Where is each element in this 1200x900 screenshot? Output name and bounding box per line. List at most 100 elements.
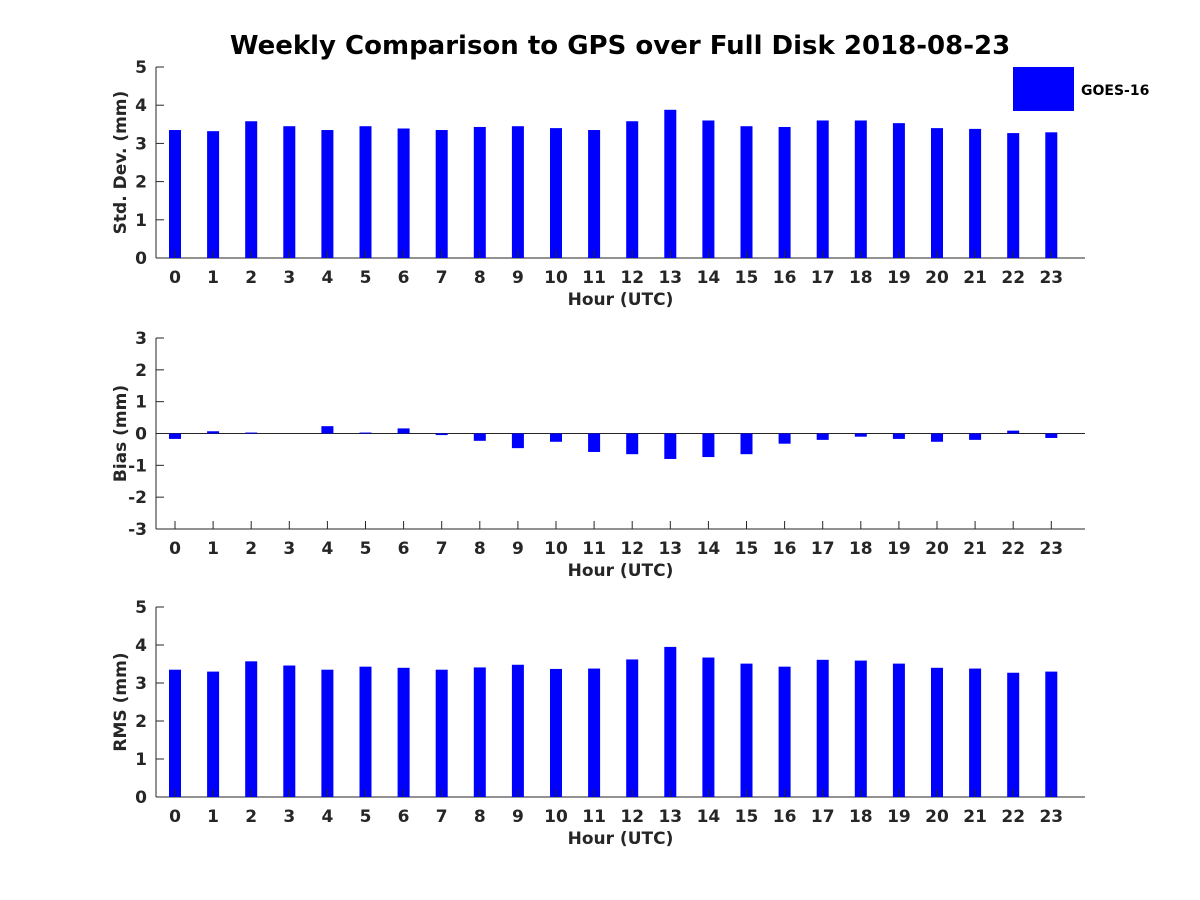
bar-hour-1 [207,671,220,797]
y-axis-label: RMS (mm) [111,652,131,751]
bar-hour-22 [1007,133,1020,258]
bar-hour-1 [207,131,220,258]
x-tick-label: 7 [436,807,448,827]
x-tick-label: 16 [773,539,797,559]
y-tick-label: 0 [135,425,147,445]
bar-hour-5 [359,432,372,434]
x-tick-label: 13 [658,268,682,288]
x-tick-label: 21 [963,807,987,827]
chart-title: Weekly Comparison to GPS over Full Disk … [230,31,1010,61]
bar-hour-23 [1045,132,1058,258]
x-tick-label: 16 [773,807,797,827]
x-tick-label: 12 [620,539,644,559]
bar-hour-3 [283,126,296,259]
x-tick-label: 0 [169,807,181,827]
x-tick-label: 11 [582,807,606,827]
x-axis-label: Hour (UTC) [568,829,674,849]
x-tick-label: 9 [512,539,524,559]
x-tick-label: 18 [849,268,873,288]
x-tick-label: 6 [398,539,410,559]
bar-hour-10 [550,128,562,258]
y-tick-label: 4 [135,636,147,656]
y-tick-label: -2 [128,488,147,508]
x-axis-label: Hour (UTC) [568,561,674,581]
bar-hour-9 [511,126,524,259]
x-tick-label: 5 [360,539,372,559]
y-tick-label: 1 [135,750,147,770]
x-tick-label: 20 [925,539,949,559]
bar-hour-14 [702,433,715,458]
x-tick-label: 14 [697,539,721,559]
x-tick-label: 5 [360,268,372,288]
x-tick-label: 15 [735,268,759,288]
bar-hour-4 [321,130,334,258]
x-tick-label: 4 [321,539,333,559]
bar-hour-6 [397,667,410,797]
bar-hour-9 [511,664,524,797]
bar-hour-2 [245,432,258,434]
bar-hour-11 [588,433,601,452]
bar-hour-0 [169,669,181,797]
x-tick-label: 5 [360,807,372,827]
x-tick-label: 19 [887,268,911,288]
bar-hour-20 [931,128,943,258]
bar-hour-5 [359,126,372,259]
bar-hour-17 [816,433,829,440]
x-tick-label: 22 [1001,268,1025,288]
bar-hour-16 [778,433,791,444]
y-tick-label: 2 [135,173,147,193]
bar-hour-3 [283,665,296,797]
bar-hour-16 [778,666,791,797]
bar-hour-19 [892,433,905,439]
x-tick-label: 23 [1039,807,1063,827]
bar-hour-12 [626,121,639,258]
x-tick-label: 3 [283,807,295,827]
bar-hour-0 [169,130,181,258]
y-axis-label: Bias (mm) [111,385,131,482]
bar-hour-2 [245,121,258,258]
x-tick-label: 2 [245,807,257,827]
bar-hour-13 [664,433,677,459]
x-tick-label: 2 [245,268,257,288]
bar-hour-14 [702,657,715,797]
x-tick-label: 11 [582,268,606,288]
x-tick-label: 22 [1001,539,1025,559]
x-tick-label: 0 [169,539,181,559]
y-axis-label: Std. Dev. (mm) [111,91,131,235]
bar-hour-15 [740,433,753,455]
y-tick-label: 3 [135,674,147,694]
bar-hour-18 [854,120,867,258]
bar-hour-4 [321,669,334,797]
x-tick-label: 8 [474,539,486,559]
x-tick-label: 10 [544,268,568,288]
bar-hour-7 [435,669,448,797]
bar-hour-8 [473,667,486,797]
y-tick-label: 5 [135,598,147,618]
bar-hour-0 [169,433,181,439]
bar-hour-17 [816,120,829,258]
x-tick-label: 15 [735,539,759,559]
bar-hour-21 [969,668,982,797]
bar-hour-8 [473,433,486,441]
bar-hour-20 [931,667,943,797]
x-tick-label: 17 [811,268,835,288]
y-tick-label: -1 [128,456,147,476]
bar-hour-23 [1045,433,1058,438]
x-tick-label: 10 [544,539,568,559]
x-tick-label: 22 [1001,807,1025,827]
bar-hour-19 [892,663,905,797]
bar-hour-19 [892,123,905,259]
x-tick-label: 2 [245,539,257,559]
x-tick-label: 19 [887,539,911,559]
x-tick-label: 9 [512,268,524,288]
bar-hour-13 [664,109,677,258]
bar-hour-5 [359,666,372,797]
y-tick-label: 3 [135,329,147,349]
x-tick-label: 23 [1039,268,1063,288]
y-tick-label: 2 [135,712,147,732]
x-tick-label: 14 [697,807,721,827]
bar-hour-18 [854,660,867,797]
bar-hour-23 [1045,671,1058,797]
bar-hour-7 [435,433,448,436]
